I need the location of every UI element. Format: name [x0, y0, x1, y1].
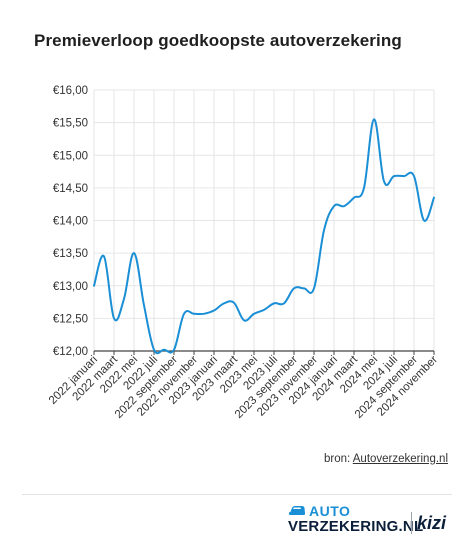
y-axis-ticks: €12,00 €12,50 €13,00 €13,50 €14,00 €14,50 €15,… — [53, 85, 88, 358]
series-layer — [93, 118, 435, 355]
line-chart: €12,00 €12,50 €13,00 €13,50 €14,00 €14,50 €15,… — [47, 85, 440, 421]
logo-kizi-text: kizi — [417, 513, 447, 533]
logo-auto-text: AUTO — [309, 503, 351, 519]
y-tick-label: €12,50 — [53, 313, 88, 325]
series-line — [93, 118, 435, 355]
y-tick-label: €13,00 — [53, 281, 88, 293]
y-tick-label: €13,50 — [53, 248, 88, 260]
y-tick-label: €12,00 — [53, 346, 88, 358]
y-tick-label: €15,50 — [53, 118, 88, 130]
grid — [93, 89, 435, 351]
y-tick-label: €14,00 — [53, 216, 88, 228]
logo-main-text: VERZEKERING.NL — [288, 518, 424, 535]
footer-divider — [22, 494, 452, 495]
y-tick-label: €16,00 — [53, 85, 88, 97]
y-tick-label: €14,50 — [53, 183, 88, 195]
source-link[interactable]: Autoverzekering.nl — [352, 453, 448, 465]
car-icon — [289, 506, 305, 515]
source-note: bron: Autoverzekering.nl — [324, 453, 448, 465]
chart-title: Premieverloop goedkoopste autoverzekerin… — [34, 31, 402, 50]
source-prefix: bron: — [323, 453, 353, 465]
axes — [93, 350, 435, 355]
y-tick-label: €15,00 — [53, 150, 88, 162]
brand-logo[interactable]: AUTO VERZEKERING.NL kizi — [276, 503, 450, 537]
logo-top-row: AUTO — [288, 503, 350, 519]
logo-separator — [411, 512, 412, 534]
